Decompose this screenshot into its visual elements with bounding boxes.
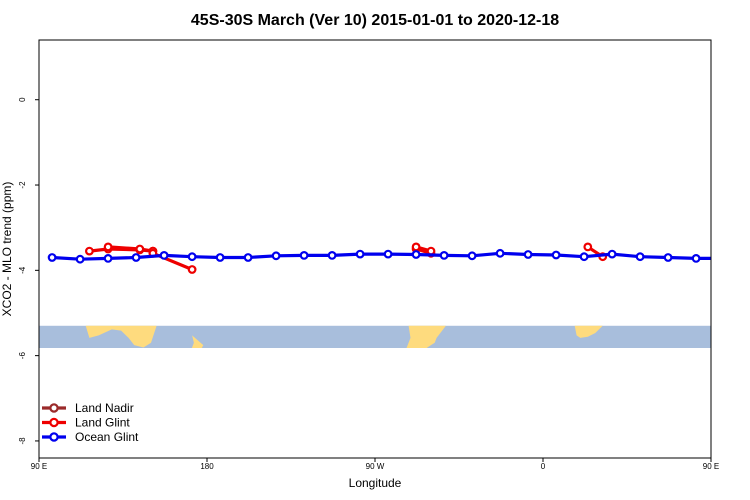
data-point xyxy=(467,251,477,261)
land-tasmania xyxy=(142,350,148,359)
data-point xyxy=(47,253,57,262)
legend-label: Land Glint xyxy=(75,416,130,430)
world-map-band xyxy=(39,325,711,359)
series-line xyxy=(52,251,711,261)
data-point xyxy=(663,253,673,262)
legend-item: Ocean Glint xyxy=(42,430,139,444)
y-tick-label: -8 xyxy=(18,437,27,445)
ocean-band xyxy=(39,325,711,348)
x-tick-label: 90 W xyxy=(366,462,385,471)
data-point xyxy=(135,244,145,254)
data-point xyxy=(75,254,85,264)
land-africa xyxy=(574,325,603,338)
legend-label: Land Nadir xyxy=(75,401,134,415)
data-point xyxy=(84,246,94,256)
land-new-zealand xyxy=(191,335,204,348)
data-point xyxy=(691,253,701,263)
data-point xyxy=(215,253,225,262)
data-point xyxy=(721,255,728,262)
legend-item: Land Glint xyxy=(42,416,130,430)
series-ocean-glint xyxy=(47,248,728,264)
data-point xyxy=(159,250,169,260)
data-point xyxy=(103,253,113,263)
legend-swatch-marker xyxy=(49,403,59,413)
data-point xyxy=(495,248,505,258)
x-tick-label: 90 E xyxy=(703,462,719,471)
data-point xyxy=(607,249,617,259)
chart-title: 45S-30S March (Ver 10) 2015-01-01 to 202… xyxy=(191,12,559,29)
data-point xyxy=(131,253,141,262)
data-point xyxy=(551,250,561,260)
y-tick-label: 0 xyxy=(18,97,27,102)
y-axis-label: XCO2 - MLO trend (ppm) xyxy=(0,182,14,317)
land-australia xyxy=(85,325,157,348)
land-south-america xyxy=(406,325,446,348)
series-layer xyxy=(47,242,728,274)
data-point xyxy=(243,253,253,262)
data-point xyxy=(103,242,113,252)
data-point xyxy=(411,242,421,252)
legend-item: Land Nadir xyxy=(42,401,134,415)
x-tick-label: 90 E xyxy=(31,462,47,471)
data-point xyxy=(579,252,589,262)
data-point xyxy=(327,250,337,260)
data-point xyxy=(411,250,421,259)
data-point xyxy=(635,252,645,262)
x-tick-label: 0 xyxy=(541,462,546,471)
y-tick-label: -6 xyxy=(18,352,27,360)
data-point xyxy=(299,250,309,260)
data-point xyxy=(187,265,197,274)
data-point xyxy=(439,250,449,260)
legend-swatch-marker xyxy=(49,417,59,428)
y-tick-label: -2 xyxy=(18,181,27,189)
x-axis: 90 E 180 90 W 0 90 E xyxy=(31,458,719,471)
x-axis-label: Longitude xyxy=(349,476,402,490)
data-point xyxy=(383,249,393,259)
y-tick-label: -4 xyxy=(18,266,27,274)
x-tick-label: 180 xyxy=(200,462,214,471)
data-point xyxy=(523,250,533,259)
legend-swatch-marker xyxy=(49,432,59,442)
data-point xyxy=(355,249,365,259)
data-point xyxy=(187,252,197,262)
legend-label: Ocean Glint xyxy=(75,430,139,444)
data-point xyxy=(271,251,281,261)
data-point xyxy=(583,242,593,252)
y-axis: 0 -2 -4 -6 -8 xyxy=(18,97,39,445)
